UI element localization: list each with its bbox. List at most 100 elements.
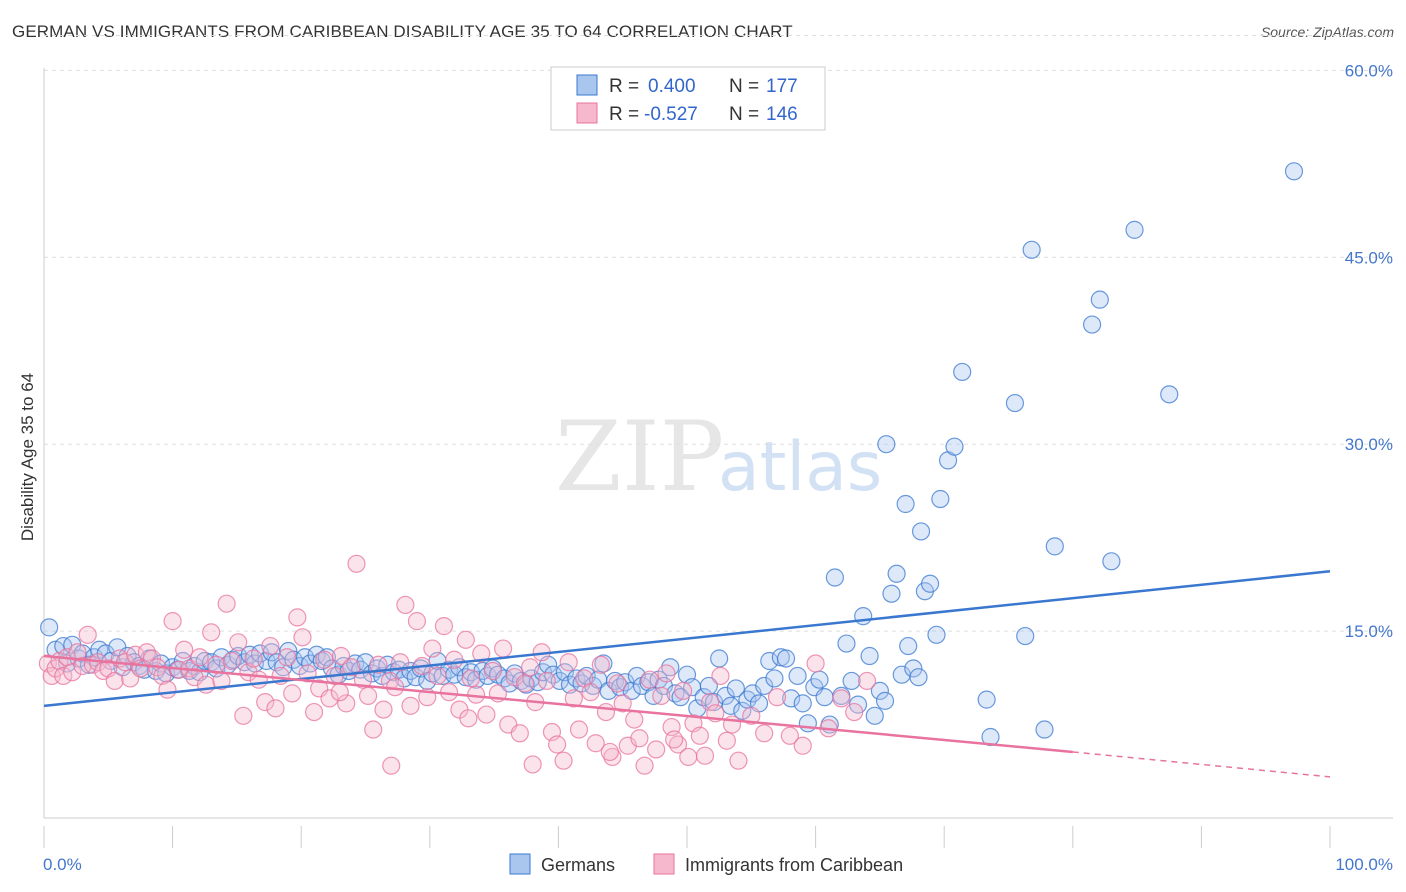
german-point <box>1022 240 1041 259</box>
german-point <box>810 670 829 689</box>
german-point <box>953 362 972 382</box>
caribbean-point <box>665 730 684 749</box>
caribbean-point <box>256 693 275 712</box>
caribbean-point <box>635 756 654 775</box>
caribbean-trend-line <box>43 654 1073 754</box>
german-point <box>1082 315 1102 334</box>
caribbean-point <box>767 688 787 707</box>
german-point <box>931 489 950 509</box>
german-point <box>882 584 901 603</box>
german-point <box>837 634 856 653</box>
caribbean-point <box>523 755 542 774</box>
y-tick-label-15: 15.0% <box>1345 622 1393 641</box>
german-point <box>877 435 896 454</box>
caribbean-point <box>806 654 825 673</box>
caribbean-point <box>613 694 632 713</box>
caribbean-point <box>459 709 478 728</box>
bottom-legend-label-caribbean: Immigrants from Caribbean <box>685 855 903 875</box>
german-point <box>1035 720 1054 739</box>
caribbean-point <box>175 640 194 659</box>
german-point <box>1045 537 1064 556</box>
german-point <box>716 686 735 705</box>
caribbean-point <box>591 655 610 674</box>
german-point <box>927 625 946 644</box>
caribbean-point <box>472 644 491 663</box>
caribbean-point <box>434 617 454 636</box>
legend-n-label-2: N = <box>729 104 759 125</box>
caribbean-point <box>695 746 715 765</box>
caribbean-point <box>396 595 415 615</box>
stats-legend: R = 0.400 N = 177 R = -0.527 N = 146 <box>550 66 826 131</box>
caribbean-point <box>315 650 334 669</box>
caribbean-point <box>674 681 693 701</box>
caribbean-point <box>190 648 209 667</box>
caribbean-point <box>647 740 666 759</box>
caribbean-point <box>657 664 676 683</box>
caribbean-point <box>105 671 124 691</box>
german-point <box>776 649 796 668</box>
german-point <box>733 701 752 720</box>
caribbean-point <box>347 554 366 573</box>
series-legend: Germans Immigrants from Caribbean <box>509 853 903 875</box>
german-point <box>911 522 931 541</box>
german-point <box>1090 290 1109 309</box>
german-point <box>815 688 834 707</box>
caribbean-point <box>701 693 720 712</box>
caribbean-point <box>353 670 373 689</box>
caribbean-point <box>608 674 627 693</box>
german-point <box>854 607 873 626</box>
legend-n-label-1: N = <box>729 76 759 97</box>
german-point <box>1125 220 1144 239</box>
german-point <box>1284 162 1304 181</box>
german-point <box>899 636 918 656</box>
german-point <box>945 437 964 456</box>
chart-title: GERMAN VS IMMIGRANTS FROM CARIBBEAN DISA… <box>12 22 793 41</box>
caribbean-point <box>625 710 644 729</box>
german-point <box>825 568 844 587</box>
caribbean-point <box>780 726 799 745</box>
caribbean-point <box>569 720 589 739</box>
german-point <box>977 690 996 709</box>
caribbean-point <box>428 666 447 686</box>
caribbean-point <box>559 653 578 672</box>
german-point <box>798 714 817 733</box>
legend-swatch-caribbean <box>576 102 598 124</box>
caribbean-point <box>320 689 339 708</box>
caribbean-point <box>564 689 583 708</box>
german-point <box>904 659 923 678</box>
german-point <box>860 646 879 666</box>
caribbean-point <box>845 702 864 722</box>
german-point <box>920 574 940 593</box>
german-point <box>1005 393 1025 413</box>
german-point <box>1016 626 1035 646</box>
caribbean-point <box>515 674 535 693</box>
caribbean-point <box>293 628 312 647</box>
caribbean-point <box>690 726 709 745</box>
caribbean-point <box>382 756 401 775</box>
y-tick-label-30: 30.0% <box>1345 435 1393 454</box>
caribbean-point <box>832 689 851 708</box>
german-point <box>710 649 729 668</box>
german-point <box>721 696 740 715</box>
caribbean-point <box>78 625 97 644</box>
caribbean-point <box>679 747 698 767</box>
caribbean-point <box>600 742 619 762</box>
german-point <box>875 691 895 710</box>
caribbean-point <box>445 650 464 669</box>
caribbean-point <box>358 686 378 705</box>
german-point <box>887 564 906 583</box>
caribbean-point <box>717 731 736 750</box>
caribbean-point <box>521 658 540 677</box>
caribbean-point <box>640 670 659 689</box>
caribbean-point <box>596 702 616 722</box>
caribbean-point <box>537 671 556 691</box>
legend-r-value-2: -0.527 <box>644 104 698 125</box>
german-point <box>896 494 915 514</box>
caribbean-point <box>283 684 302 703</box>
caribbean-point <box>158 680 177 699</box>
german-point <box>699 676 718 696</box>
y-tick-label-45: 45.0% <box>1345 248 1393 267</box>
caribbean-trend-extension <box>1072 751 1331 778</box>
caribbean-point <box>586 734 605 753</box>
german-point <box>755 676 774 696</box>
